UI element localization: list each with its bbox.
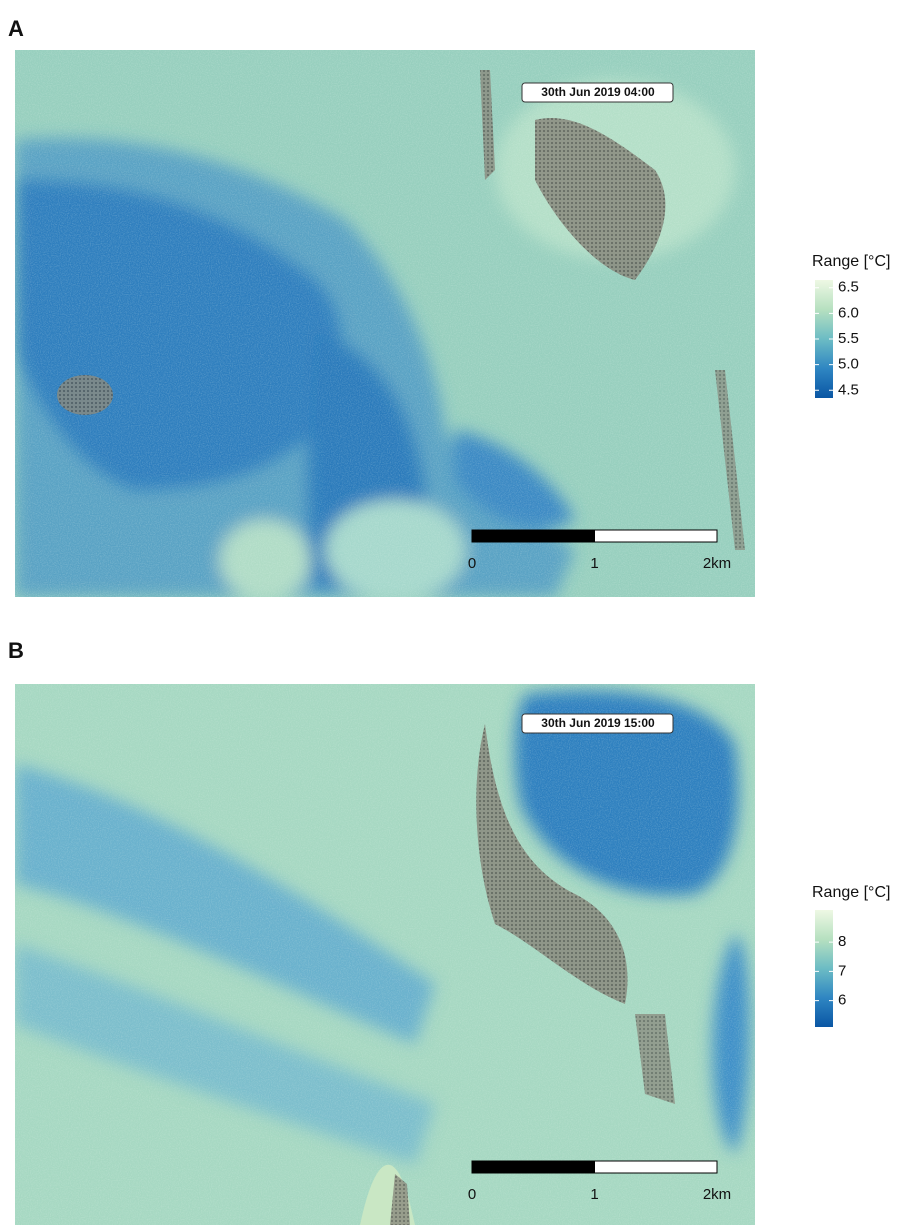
timestamp: 30th Jun 2019 15:00: [541, 716, 655, 730]
scale-label: 1: [590, 555, 598, 572]
tick-label: 6.5: [838, 279, 859, 296]
scale-label: 2km: [703, 555, 731, 572]
panel-label: B: [8, 638, 24, 663]
tick-label: 8: [838, 933, 846, 950]
tick-label: 6.0: [838, 304, 859, 321]
scale-label: 0: [468, 1186, 476, 1203]
scale-label: 1: [590, 1186, 598, 1203]
scale-bar-segment: [472, 1161, 595, 1173]
map-b: [15, 684, 755, 1225]
figure: A 30th Jun 2019 04:00 Range [°C] 6.5 6.0 5…: [0, 0, 908, 1225]
scale-label: 2km: [703, 1186, 731, 1203]
legend-title: Range [°C]: [812, 884, 890, 901]
tick-label: 5.0: [838, 356, 859, 373]
page: {"panels": [ {"label": "A", "timestamp":…: [0, 0, 908, 1225]
legend-title: Range [°C]: [812, 253, 890, 270]
tick-label: 5.5: [838, 330, 859, 347]
timestamp: 30th Jun 2019 04:00: [541, 85, 655, 99]
colorbar: [815, 910, 833, 1027]
scale-bar-segment: [595, 1161, 718, 1173]
scale-label: 0: [468, 555, 476, 572]
scale-bar-segment: [472, 530, 595, 542]
scale-bar-segment: [595, 530, 718, 542]
tick-label: 7: [838, 962, 846, 979]
tick-label: 6: [838, 992, 846, 1009]
map-a: [15, 50, 755, 600]
panel-label: A: [8, 16, 24, 41]
tick-label: 4.5: [838, 381, 859, 398]
